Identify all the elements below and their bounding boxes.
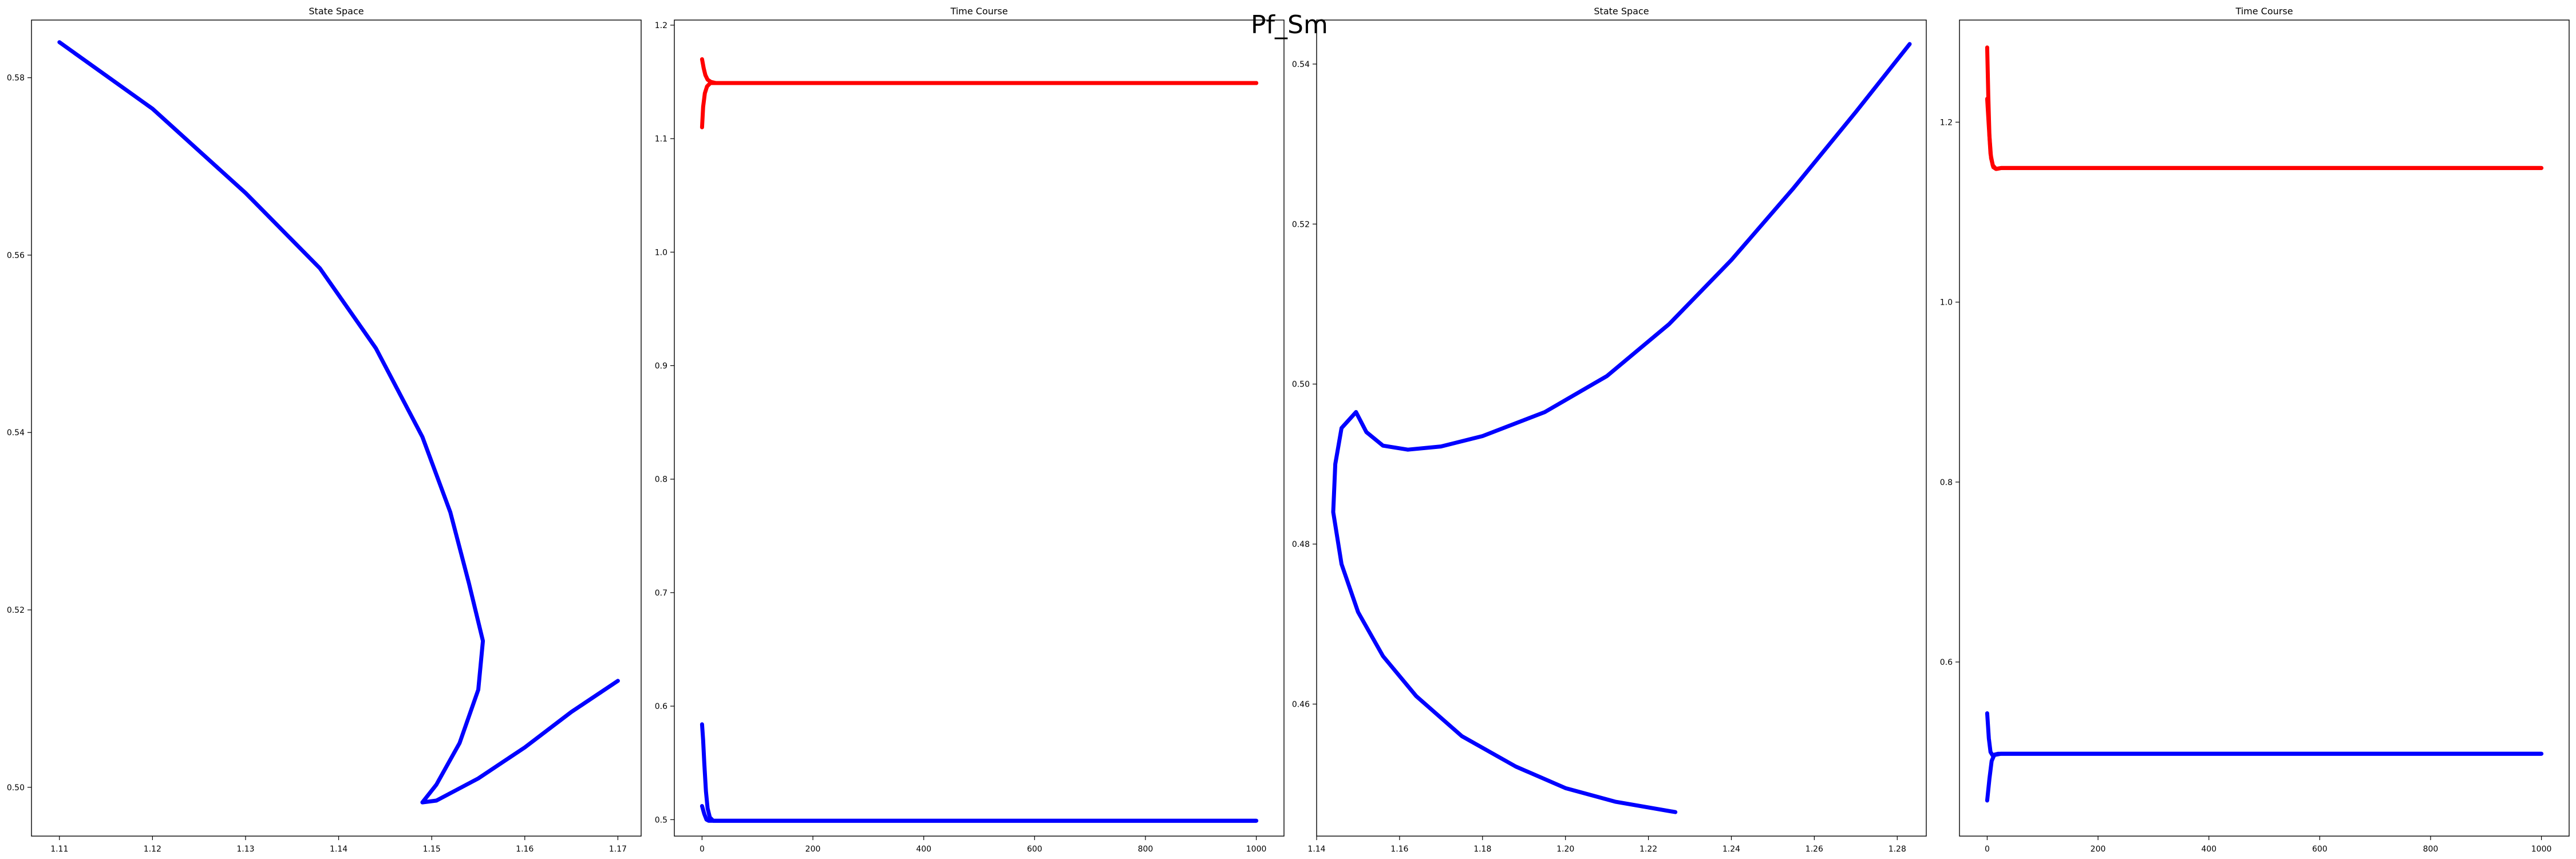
x-tick-label: 1.16 xyxy=(1390,845,1408,854)
x-tick-label: 600 xyxy=(1027,845,1042,854)
axes-state-space-2: State Space 1.14 1.16 1.18 1.20 1.22 1.24 1.26 1… xyxy=(1292,6,1927,854)
x-tick-label: 0 xyxy=(700,845,705,854)
x-tick-label: 1000 xyxy=(1246,845,1267,854)
x-tick-label: 1000 xyxy=(2531,845,2552,854)
axes-time-course-2: Time Course 0 200 400 600 800 1000 0.6 0.8 1.0 1.2 xyxy=(1940,6,2570,854)
x-tick-label: 600 xyxy=(2312,845,2328,854)
series-line-0 xyxy=(1985,45,2544,171)
y-tick-label: 0.50 xyxy=(7,783,25,793)
y-tick-label: 0.58 xyxy=(7,74,25,83)
axes-frame xyxy=(31,19,642,837)
y-tick-label: 1.2 xyxy=(1940,118,1953,127)
y-tick-label: 0.50 xyxy=(1292,380,1310,389)
y-tick-label: 0.54 xyxy=(7,428,25,438)
y-tick-label: 0.6 xyxy=(655,702,667,711)
x-tick-label: 1.18 xyxy=(1473,845,1491,854)
y-tick-label: 0.7 xyxy=(655,589,667,598)
series-line-1 xyxy=(700,81,1259,129)
x-tick-label: 1.24 xyxy=(1722,845,1740,854)
y-tick-label: 0.5 xyxy=(655,815,667,825)
x-tick-label: 1.12 xyxy=(144,845,161,854)
x-tick-label: 1.20 xyxy=(1556,845,1574,854)
y-tick-label: 1.0 xyxy=(1940,298,1953,308)
axes-time-course-1: Time Course 0 200 400 600 800 1000 0.5 0.6 0.7 0.8… xyxy=(655,6,1285,854)
axes-title: State Space xyxy=(309,6,364,17)
x-tick-label: 200 xyxy=(2091,845,2106,854)
y-tick-label: 0.56 xyxy=(7,251,25,260)
x-tick-label: 200 xyxy=(805,845,821,854)
x-tick-label: 1.26 xyxy=(1805,845,1823,854)
x-tick-label: 400 xyxy=(2201,845,2217,854)
series-line-3 xyxy=(700,804,1259,823)
y-tick-label: 0.48 xyxy=(1292,540,1310,549)
x-tick-label: 0 xyxy=(1985,845,1990,854)
series-line-0 xyxy=(1354,42,1912,452)
y-tick-label: 0.8 xyxy=(655,475,667,484)
series-line-1 xyxy=(1331,410,1678,814)
x-tick-label: 1.14 xyxy=(1307,845,1325,854)
y-tick-label: 0.9 xyxy=(655,361,667,371)
y-tick-label: 0.46 xyxy=(1292,700,1310,709)
y-tick-label: 1.1 xyxy=(655,135,667,144)
series-line-2 xyxy=(1985,711,2544,758)
axes-title: Time Course xyxy=(950,6,1008,17)
x-tick-label: 800 xyxy=(1138,845,1153,854)
axes-title: Time Course xyxy=(2235,6,2293,17)
x-tick-label: 1.13 xyxy=(236,845,254,854)
x-tick-label: 1.16 xyxy=(516,845,534,854)
x-tick-label: 1.15 xyxy=(423,845,441,854)
x-tick-label: 800 xyxy=(2423,845,2439,854)
y-tick-label: 0.8 xyxy=(1940,478,1953,487)
y-tick-label: 1.2 xyxy=(655,21,667,30)
x-tick-label: 1.14 xyxy=(330,845,347,854)
x-tick-label: 400 xyxy=(916,845,931,854)
y-tick-label: 0.6 xyxy=(1940,658,1953,667)
x-tick-label: 1.28 xyxy=(1888,845,1906,854)
series-line-1 xyxy=(1985,97,2544,171)
y-tick-label: 0.52 xyxy=(7,606,25,615)
axes-state-space-1: State Space 1.11 1.12 1.13 1.14 1.15 1.16 1.17 0… xyxy=(7,6,642,854)
series-line-0 xyxy=(57,40,620,805)
y-tick-label: 0.54 xyxy=(1292,60,1310,69)
series-line-2 xyxy=(700,722,1259,823)
figure-title: Pf_Sm xyxy=(1251,10,1328,40)
x-tick-label: 1.11 xyxy=(50,845,68,854)
series-line-0 xyxy=(700,57,1259,85)
x-tick-label: 1.22 xyxy=(1639,845,1657,854)
axes-frame xyxy=(1959,19,2570,837)
axes-frame xyxy=(674,19,1285,837)
axes-title: State Space xyxy=(1594,6,1649,17)
series-line-3 xyxy=(1985,751,2544,803)
y-tick-label: 0.52 xyxy=(1292,220,1310,229)
axes-frame xyxy=(1316,19,1927,837)
x-tick-label: 1.17 xyxy=(609,845,627,854)
y-tick-label: 1.0 xyxy=(655,248,667,257)
